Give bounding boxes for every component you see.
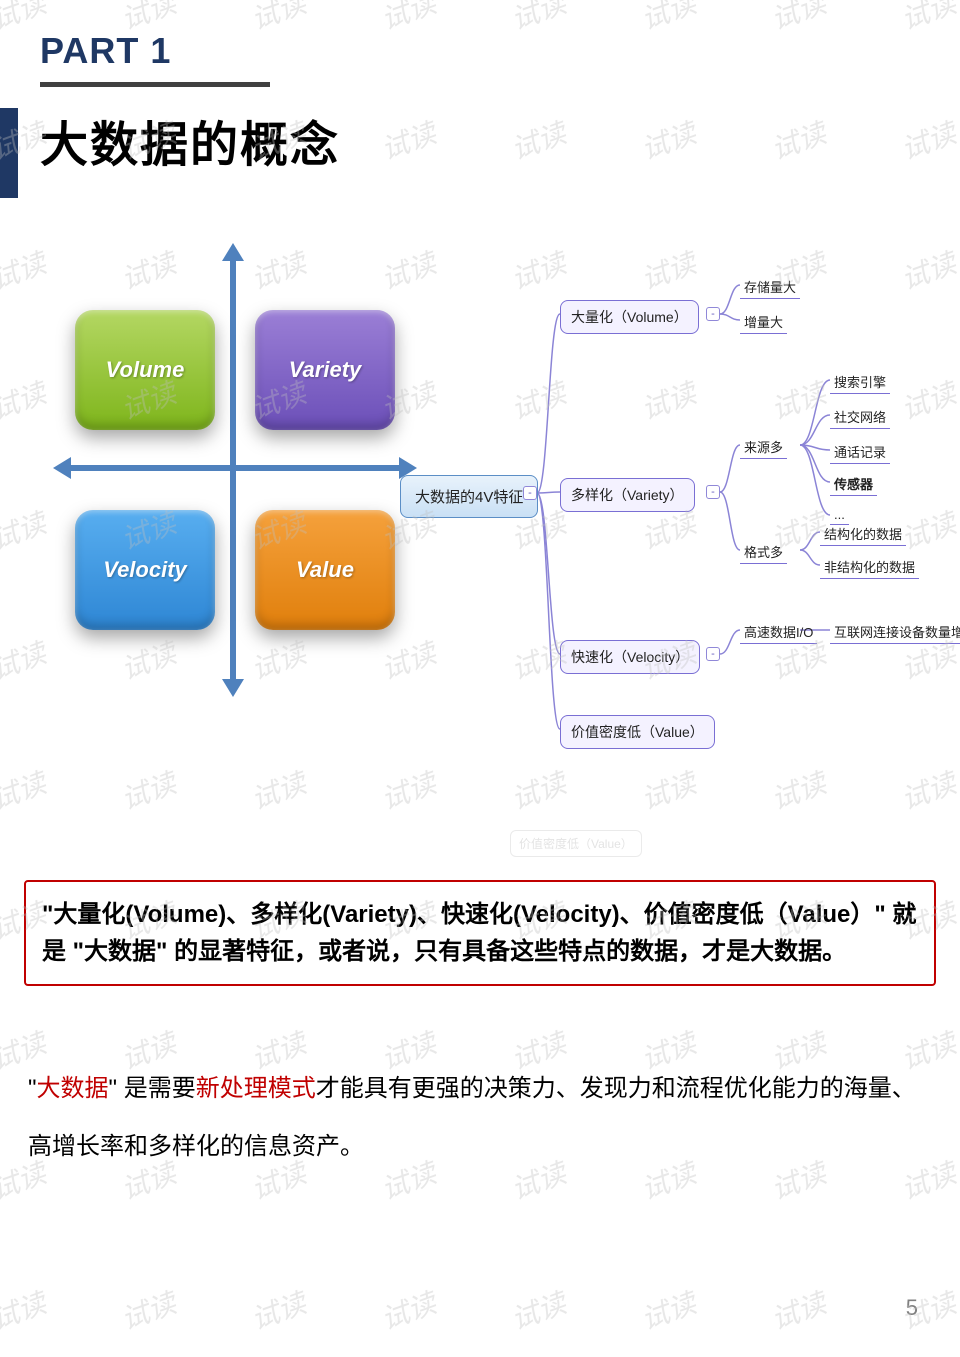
mindmap-node: 大量化（Volume） (560, 300, 699, 334)
axis-horizontal (65, 465, 405, 471)
watermark-text: 试读 (0, 502, 51, 559)
mindmap-collapse-icon: - (706, 647, 720, 661)
watermark-text: 试读 (765, 0, 831, 38)
mindmap-diagram: 大数据的4V特征-大量化（Volume）-存储量大增量大多样化（Variety）… (400, 260, 950, 780)
mindmap-node: 快速化（Velocity） (560, 640, 700, 674)
left-accent-bar (0, 108, 18, 198)
mindmap-node: 高速数据I/O (740, 620, 817, 644)
mindmap-node: 增量大 (740, 310, 787, 334)
watermark-text: 试读 (895, 0, 960, 38)
watermark-text: 试读 (0, 632, 51, 689)
part-underline (40, 82, 270, 87)
watermark-text: 试读 (765, 1282, 831, 1339)
watermark-text: 试读 (375, 112, 441, 169)
mindmap-node: 通话记录 (830, 440, 890, 464)
slide-header: PART 1 大数据的概念 (40, 30, 340, 175)
watermark-text: 试读 (765, 112, 831, 169)
watermark-text: 试读 (635, 112, 701, 169)
mindmap-collapse-icon: - (706, 485, 720, 499)
watermark-text: 试读 (635, 0, 701, 38)
watermark-text: 试读 (895, 1282, 960, 1339)
mindmap-node: 互联网连接设备数量增长 (830, 620, 960, 644)
mindmap-node: 大数据的4V特征 (400, 475, 538, 518)
mindmap-node: 来源多 (740, 435, 787, 459)
watermark-text: 试读 (245, 762, 311, 819)
def-red-1: 大数据 (37, 1075, 109, 1102)
mindmap-node: 传感器 (830, 472, 877, 496)
part-label: PART 1 (40, 30, 340, 72)
arrow-left-icon (53, 457, 71, 479)
mindmap-node: 存储量大 (740, 275, 800, 299)
mindmap-node: 价值密度低（Value） (560, 715, 715, 749)
def-text: " (28, 1075, 37, 1102)
faded-hidden-node: 价值密度低（Value） (510, 830, 642, 857)
watermark-text: 试读 (635, 1282, 701, 1339)
watermark-text: 试读 (505, 1282, 571, 1339)
watermark-text: 试读 (0, 1282, 51, 1339)
quadrant-box-volume: Volume (75, 310, 215, 430)
watermark-text: 试读 (505, 0, 571, 38)
watermark-text: 试读 (0, 242, 51, 299)
arrow-down-icon (222, 679, 244, 697)
quadrant-box-value: Value (255, 510, 395, 630)
mindmap-collapse-icon: - (523, 486, 537, 500)
quadrant-box-variety: Variety (255, 310, 395, 430)
definition-paragraph: "大数据" 是需要新处理模式才能具有更强的决策力、发现力和流程优化能力的海量、高… (28, 1060, 938, 1175)
arrow-up-icon (222, 243, 244, 261)
watermark-text: 试读 (375, 1282, 441, 1339)
slide-title: 大数据的概念 (40, 105, 340, 175)
watermark-text: 试读 (115, 762, 181, 819)
watermark-text: 试读 (0, 372, 51, 429)
mindmap-node: 格式多 (740, 540, 787, 564)
watermark-text: 试读 (895, 112, 960, 169)
quadrant-box-velocity: Velocity (75, 510, 215, 630)
def-text: " 是需要 (109, 1075, 196, 1102)
mindmap-node: 结构化的数据 (820, 522, 906, 546)
page-number: 5 (906, 1295, 918, 1321)
mindmap-node: 非结构化的数据 (820, 555, 919, 579)
summary-callout: "大量化(Volume)、多样化(Variety)、快速化(Velocity)、… (24, 880, 936, 986)
mindmap-edges (400, 260, 960, 780)
watermark-text: 试读 (245, 1282, 311, 1339)
mindmap-node: 多样化（Variety） (560, 478, 695, 512)
mindmap-node: 社交网络 (830, 405, 890, 429)
mindmap-node: 搜索引擎 (830, 370, 890, 394)
quadrant-diagram: Volume Variety Velocity Value (65, 255, 405, 685)
watermark-text: 试读 (505, 112, 571, 169)
watermark-text: 试读 (375, 0, 441, 38)
def-red-2: 新处理模式 (196, 1075, 316, 1102)
watermark-text: 试读 (0, 762, 51, 819)
watermark-text: 试读 (115, 1282, 181, 1339)
mindmap-collapse-icon: - (706, 307, 720, 321)
